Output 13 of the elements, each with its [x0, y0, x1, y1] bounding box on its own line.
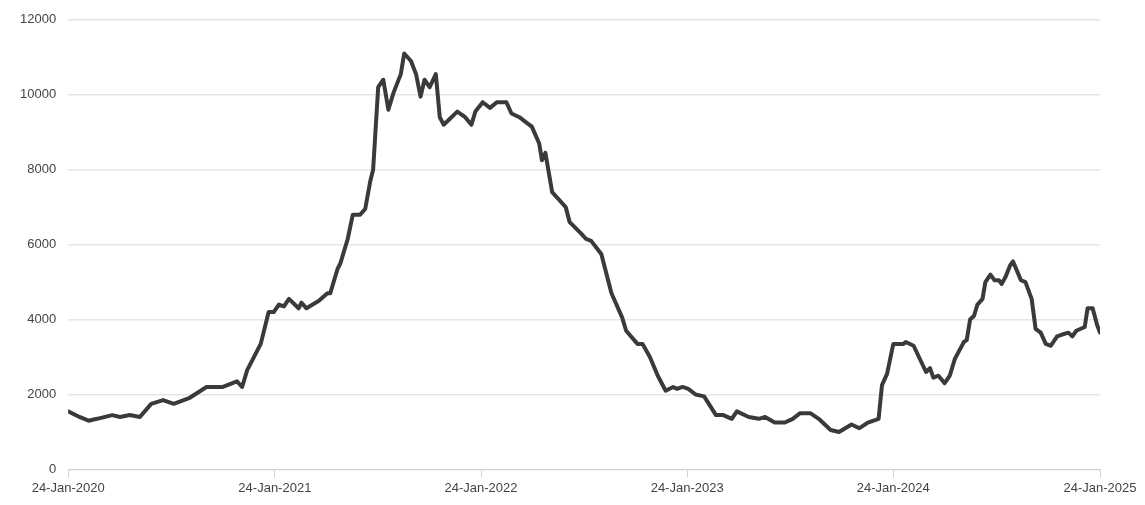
y-tick-label: 8000 — [27, 161, 57, 177]
y-tick-label: 2000 — [27, 386, 57, 402]
x-tick-label: 24-Jan-2023 — [650, 479, 724, 495]
y-tick-label: 6000 — [27, 236, 57, 252]
y-tick-label: 10000 — [19, 86, 57, 102]
x-tick-label: 24-Jan-2024 — [856, 479, 930, 495]
x-tick-label: 24-Jan-2022 — [444, 479, 518, 495]
x-tick-label: 24-Jan-2020 — [31, 479, 105, 495]
x-tick-label: 24-Jan-2021 — [238, 479, 312, 495]
y-tick-label: 0 — [48, 460, 57, 476]
x-tick-label: 24-Jan-2025 — [1063, 479, 1137, 495]
y-tick-label: 12000 — [19, 11, 57, 27]
y-tick-label: 4000 — [27, 311, 57, 327]
